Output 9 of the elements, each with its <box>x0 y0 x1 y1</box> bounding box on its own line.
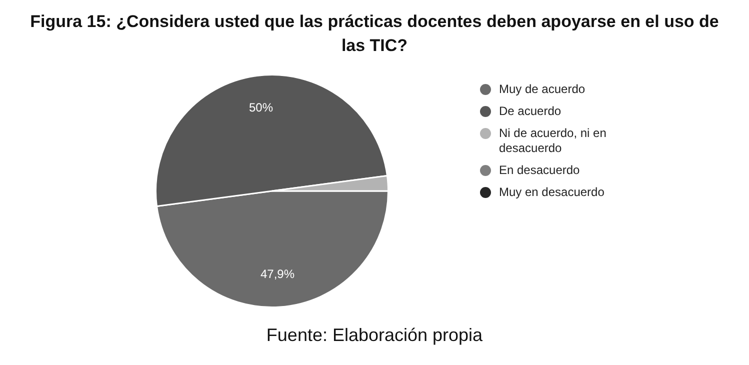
data-label: 50% <box>248 100 274 114</box>
legend-label: Muy de acuerdo <box>499 82 586 97</box>
source-note: Fuente: Elaboración propia <box>265 325 484 346</box>
legend-label: Muy en desacuerdo <box>499 185 604 200</box>
legend-label: En desacuerdo <box>499 163 580 178</box>
chart-title: Figura 15: ¿Considera usted que las prácticas docentes deben apoyarse en el uso de las TIC? <box>29 11 720 57</box>
legend-label: Ni de acuerdo, ni en desacuerdo <box>499 126 608 156</box>
legend-label: De acuerdo <box>499 104 562 119</box>
data-label: 47,9% <box>260 266 295 281</box>
